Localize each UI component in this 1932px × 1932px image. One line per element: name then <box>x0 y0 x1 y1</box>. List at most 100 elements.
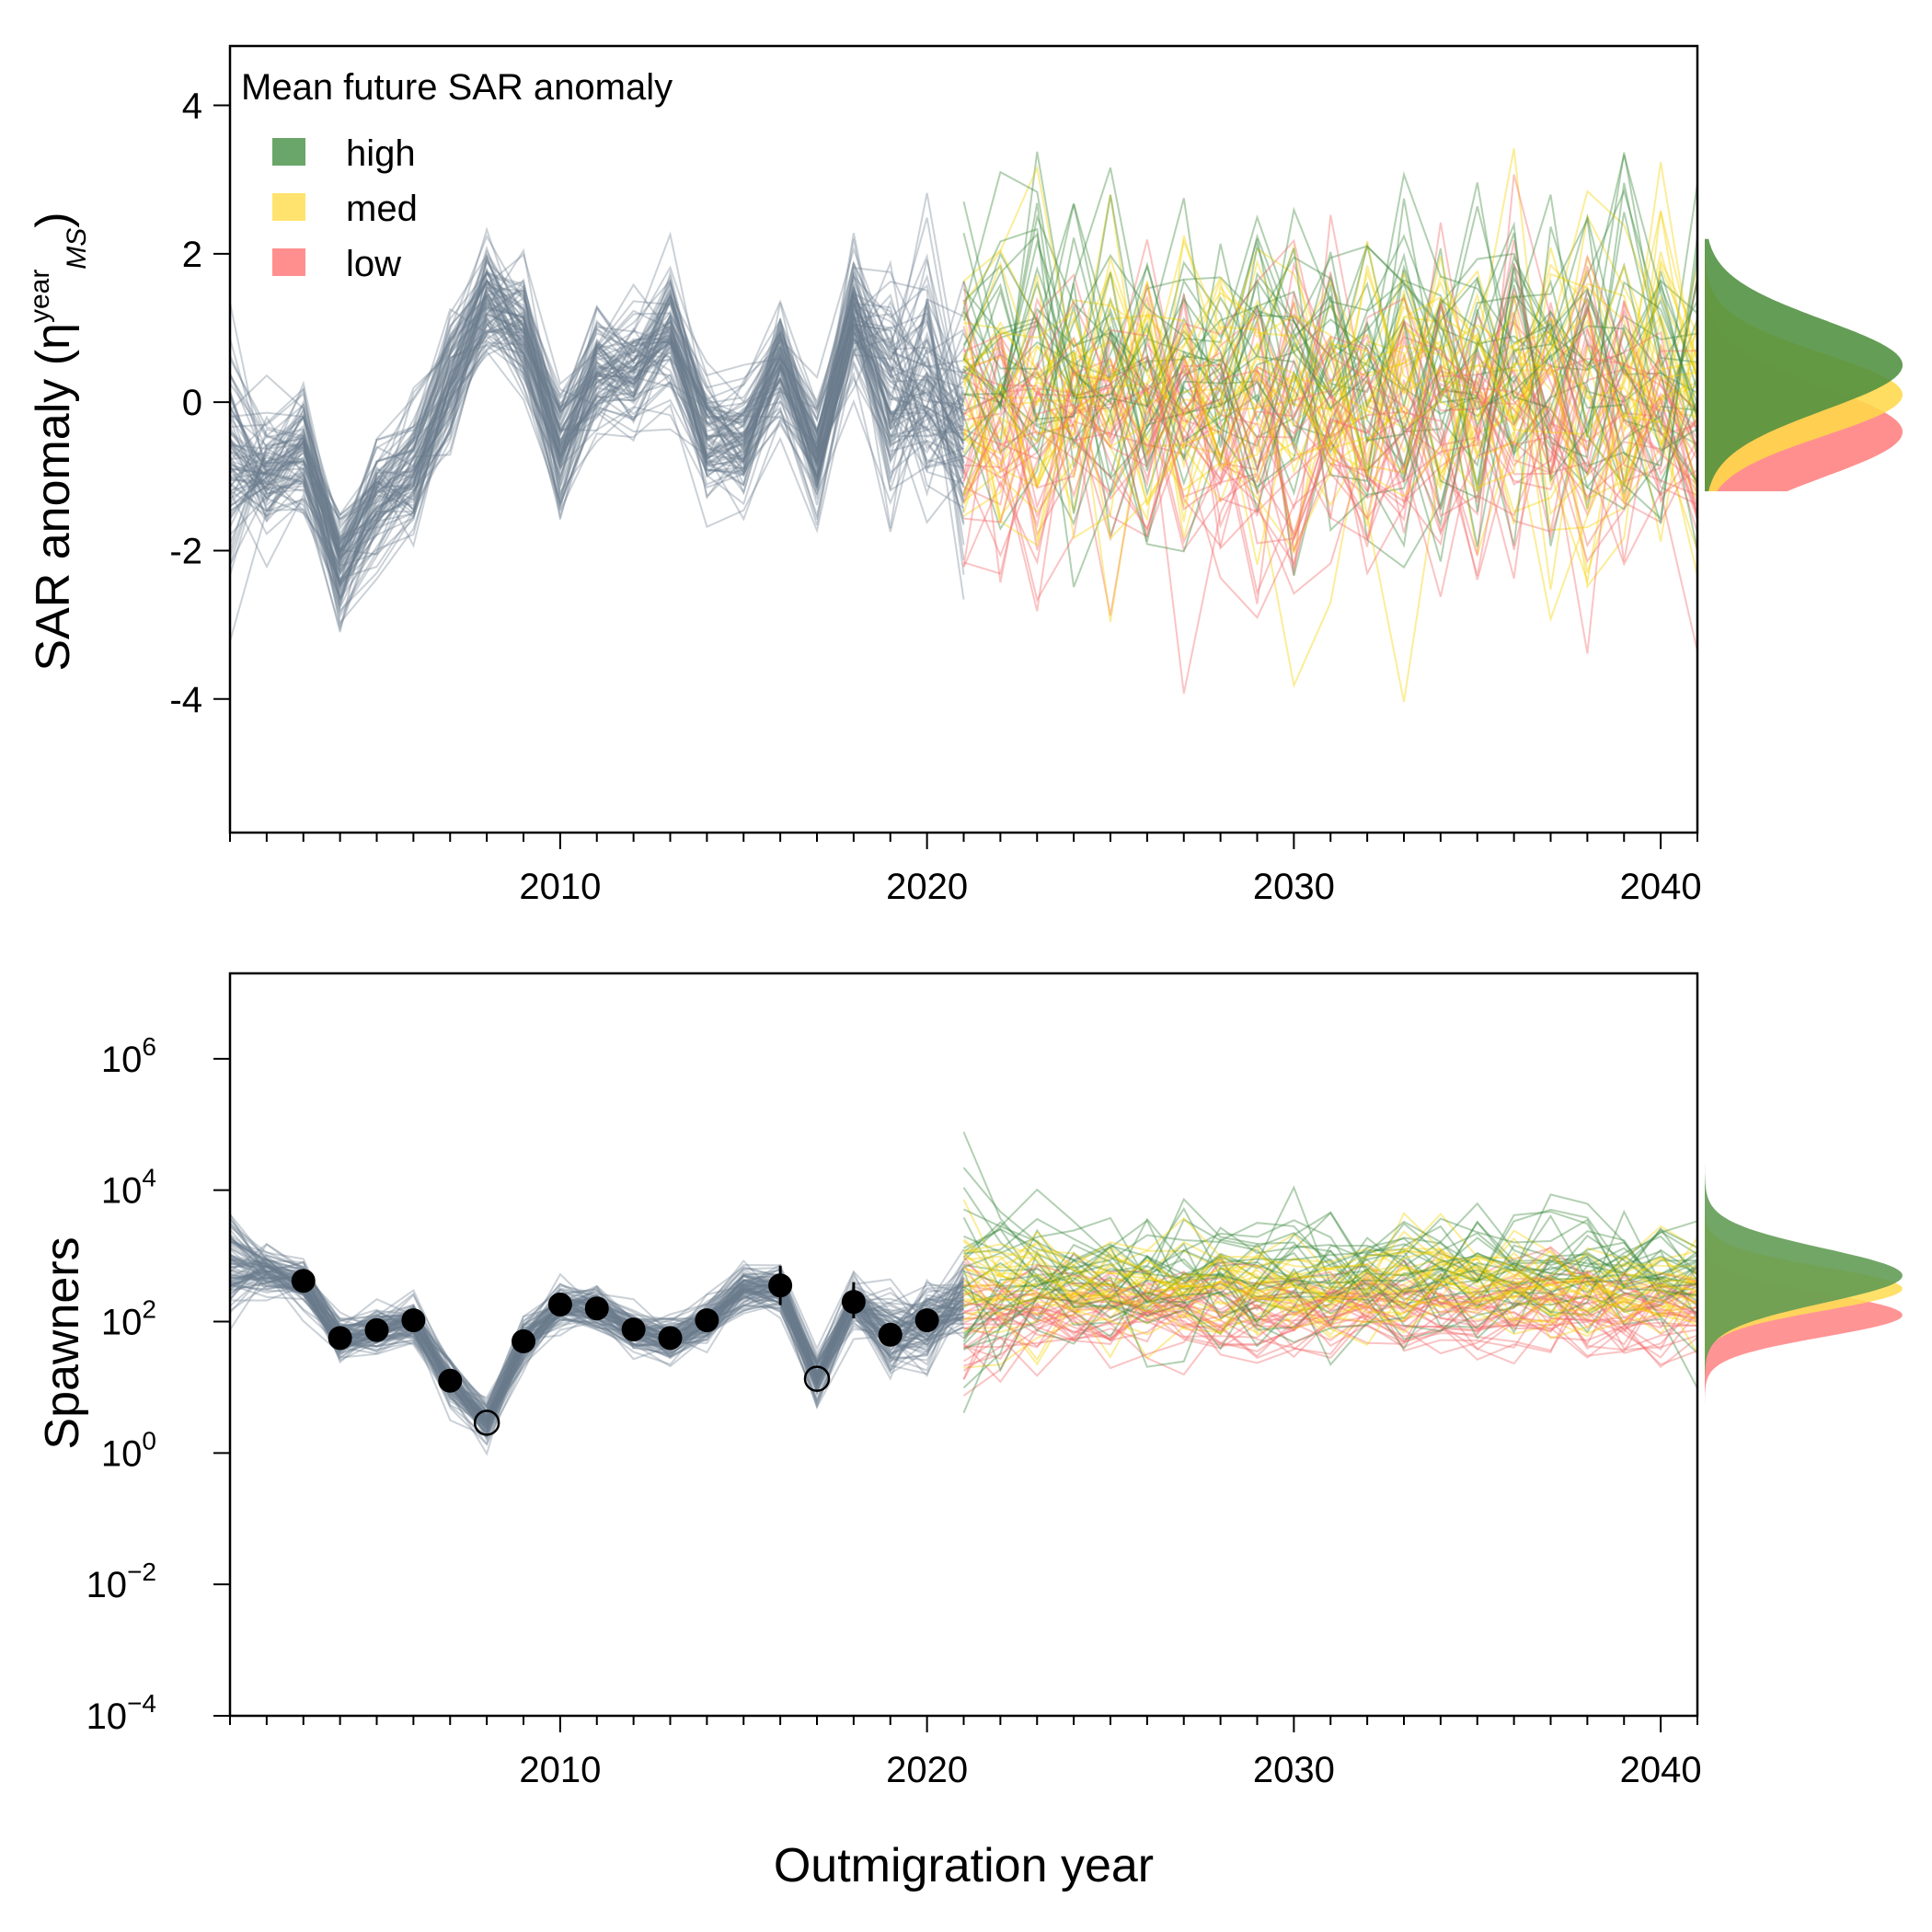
spawners-low-trajectory <box>962 1256 1698 1364</box>
sar-high-trajectory <box>962 253 1698 483</box>
sar-med-trajectory <box>962 275 1698 489</box>
spawners-high-trajectory <box>963 1188 1698 1315</box>
spawners-med-trajectory <box>962 1247 1698 1336</box>
sar-high-trajectory <box>962 194 1698 500</box>
sar-historical-trajectory <box>229 295 965 562</box>
spawners-y-tick-label: 102 <box>101 1295 156 1343</box>
sar-historical-trajectory <box>229 302 965 600</box>
spawners-high-trajectory <box>962 1241 1698 1368</box>
sar-med-trajectory <box>962 211 1698 492</box>
sar-high-trajectory <box>962 152 1698 528</box>
spawners-y-axis-label: Spawners <box>36 1236 89 1449</box>
sar-historical-trajectory <box>229 319 965 619</box>
spawners-low-trajectory <box>962 1263 1698 1380</box>
sar-low-trajectory <box>962 253 1698 550</box>
sar-high-trajectory <box>963 238 1698 449</box>
sar-low-trajectory <box>962 266 1698 595</box>
spawners-x-tick-label: 2020 <box>886 1750 968 1790</box>
spawners-low-trajectory <box>962 1275 1698 1384</box>
legend-label-high: high <box>346 133 416 174</box>
spawners-med-trajectory <box>962 1233 1698 1359</box>
spawners-historical-trajectory <box>229 1272 964 1436</box>
spawners-high-trajectory <box>962 1209 1698 1339</box>
sar-high-trajectory <box>962 170 1698 524</box>
spawners-med-trajectory <box>963 1229 1698 1334</box>
sar-low-trajectory <box>962 319 1698 542</box>
sar-high-trajectory <box>962 232 1698 569</box>
sar-low-trajectory <box>962 358 1698 545</box>
spawners-high-trajectory <box>962 1132 1698 1367</box>
sar-high-trajectory <box>962 151 1698 497</box>
sar-historical-trajectory <box>229 293 965 567</box>
sar-high-trajectory <box>962 282 1698 588</box>
sar-historical-trajectory <box>229 286 965 546</box>
spawners-historical-trajectory <box>229 1255 964 1443</box>
spawners-med-trajectory <box>963 1241 1698 1337</box>
spawners-low-trajectory <box>963 1292 1698 1376</box>
spawners-historical-trajectory <box>229 1262 965 1416</box>
sar-low-trajectory <box>962 261 1698 518</box>
spawners-med-trajectory <box>963 1250 1698 1360</box>
spawners-low-trajectory <box>963 1271 1698 1355</box>
spawners-high-trajectory <box>962 1216 1698 1315</box>
sar-historical-trajectory <box>229 217 965 587</box>
sar-low-trajectory <box>962 299 1698 654</box>
spawners-low-trajectory <box>963 1271 1698 1351</box>
spawners-med-trajectory <box>962 1251 1698 1322</box>
sar-historical-trajectory <box>229 247 965 588</box>
spawners-historical-trajectory <box>229 1255 965 1413</box>
sar-y-tick-label: 0 <box>182 383 202 423</box>
observed-point <box>584 1296 609 1321</box>
sar-med-trajectory <box>962 210 1698 519</box>
legend-swatch-low <box>272 248 305 276</box>
spawners-high-trajectory <box>963 1250 1698 1322</box>
sar-historical-trajectory <box>229 255 964 517</box>
sar-low-trajectory <box>963 272 1698 566</box>
sar-historical-trajectory <box>229 245 965 543</box>
sar-historical-trajectory <box>229 317 965 601</box>
sar-historical-trajectory <box>229 289 965 546</box>
sar-historical-trajectory <box>229 238 965 558</box>
spawners-med-trajectory <box>963 1251 1698 1335</box>
spawners-historical-trajectory <box>229 1244 964 1425</box>
sar-low-trajectory <box>962 351 1698 612</box>
spawners-med-trajectory <box>963 1259 1698 1329</box>
sar-high-trajectory <box>962 167 1698 532</box>
sar-med-trajectory <box>962 282 1698 565</box>
sar-x-tick-label: 2020 <box>886 867 968 907</box>
sar-historical-trajectory <box>229 285 964 575</box>
sar-historical-trajectory <box>229 315 965 585</box>
sar-med-trajectory <box>962 269 1698 514</box>
sar-historical-trajectory <box>229 279 965 553</box>
sar-historical-trajectory <box>229 283 965 571</box>
observed-point <box>768 1273 793 1298</box>
sar-historical-trajectory <box>229 231 965 584</box>
spawners-low-trajectory <box>963 1266 1698 1341</box>
sar-historical-trajectory <box>229 293 964 592</box>
spawners-high-trajectory <box>962 1211 1698 1351</box>
spawners-historical-trajectory <box>229 1261 965 1424</box>
sar-historical-trajectory <box>229 294 965 600</box>
observed-point <box>328 1326 352 1351</box>
spawners-high-trajectory <box>962 1244 1698 1340</box>
legend-label-low: low <box>346 244 401 284</box>
sar-low-trajectory <box>963 312 1698 604</box>
spawners-historical-trajectory <box>229 1258 965 1421</box>
spawners-low-trajectory <box>962 1256 1698 1361</box>
spawners-historical-trajectory <box>229 1283 964 1446</box>
sar-historical-trajectory <box>229 279 965 583</box>
sar-low-trajectory <box>962 293 1698 568</box>
spawners-historical-trajectory <box>229 1257 964 1417</box>
sar-historical-trajectory <box>229 253 965 545</box>
sar-y-tick-label: 2 <box>182 235 202 275</box>
sar-anomaly-y-axis-label: SAR anomaly (ηyearMS) <box>25 212 92 671</box>
sar-historical-trajectory <box>229 253 964 563</box>
sar-high-trajectory <box>962 247 1698 533</box>
sar-high-trajectory <box>962 213 1698 461</box>
spawners-low-trajectory <box>962 1260 1698 1359</box>
sar-historical-trajectory <box>229 274 965 555</box>
spawners-high-trajectory <box>962 1244 1698 1389</box>
sar-historical-trajectory <box>229 299 965 595</box>
spawners-historical-trajectory <box>229 1259 964 1433</box>
sar-anomaly-density <box>1705 238 1903 491</box>
